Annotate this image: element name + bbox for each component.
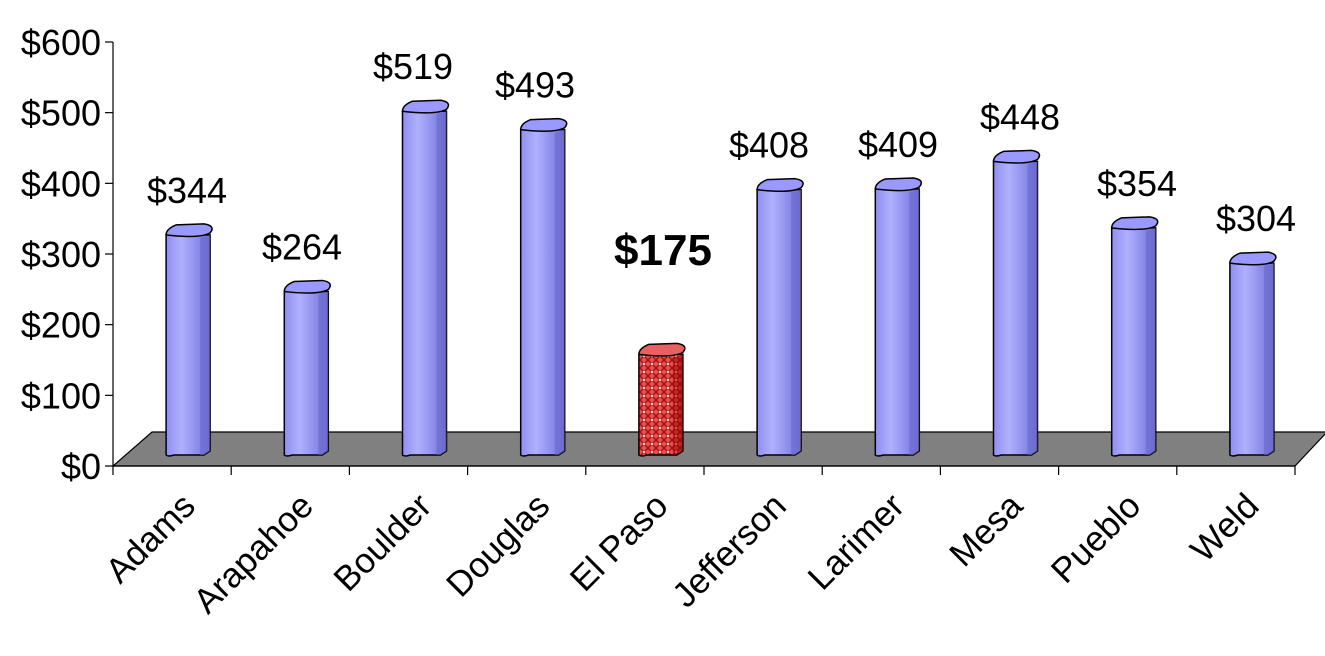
data-label: $409 — [858, 124, 938, 165]
bar — [1229, 251, 1277, 457]
y-tick-label: $400 — [21, 163, 101, 204]
bar-top — [992, 149, 1041, 164]
bar-shade — [909, 188, 920, 455]
bar — [519, 117, 568, 457]
y-tick-label: $0 — [61, 446, 101, 487]
category-label: Pueblo — [1044, 486, 1149, 591]
bar-shade — [318, 291, 329, 455]
bar-top — [401, 99, 450, 114]
y-tick-label: $200 — [21, 305, 101, 346]
bar — [401, 99, 450, 457]
category-label: Larimer — [800, 486, 912, 598]
y-tick-label: $600 — [21, 22, 101, 63]
bar-top — [165, 223, 213, 238]
data-label: $354 — [1097, 163, 1177, 204]
bar — [283, 279, 332, 457]
category-label: Arapahoe — [186, 486, 321, 621]
bar-shade — [436, 111, 447, 456]
category-label: Douglas — [439, 486, 557, 604]
axis-layer: $0 $100 $200 $300 $400 $500 $600 — [21, 22, 1296, 487]
data-label: $304 — [1216, 198, 1296, 239]
bar — [165, 223, 213, 457]
bar-shade — [1027, 161, 1038, 455]
bar-top — [1110, 216, 1159, 231]
bar-top — [638, 342, 686, 357]
category-label: Boulder — [326, 486, 439, 599]
data-label: $519 — [373, 46, 453, 87]
category-label: El Paso — [563, 486, 676, 599]
bar-top — [1229, 251, 1277, 266]
bar-shade — [791, 189, 802, 455]
y-tick-label: $500 — [21, 93, 101, 134]
bar-shade — [554, 129, 565, 455]
bar-shade — [1145, 227, 1156, 455]
bar-top — [756, 177, 804, 193]
bar-shade — [672, 354, 683, 455]
category-label: Weld — [1183, 486, 1267, 570]
category-label: Mesa — [942, 486, 1030, 574]
data-label: $408 — [729, 125, 809, 166]
y-tick-label: $300 — [21, 234, 101, 275]
data-label: $344 — [147, 170, 227, 211]
bar — [874, 177, 923, 457]
bar-shade — [200, 234, 211, 455]
data-label: $493 — [495, 65, 575, 106]
bar — [1110, 216, 1159, 457]
bar-shade — [1263, 263, 1274, 455]
data-label: $264 — [262, 226, 342, 267]
bar-top — [519, 117, 568, 132]
bar-top — [874, 177, 923, 192]
y-tick-label: $100 — [21, 375, 101, 416]
bar — [756, 177, 804, 457]
bar — [638, 342, 686, 457]
bar — [992, 149, 1041, 457]
bar-top — [283, 279, 332, 294]
data-label: $175 — [614, 226, 712, 275]
category-label: Adams — [98, 486, 203, 591]
data-label: $448 — [980, 96, 1060, 137]
bar-layer — [165, 99, 1277, 457]
category-label: Jefferson — [665, 486, 794, 615]
